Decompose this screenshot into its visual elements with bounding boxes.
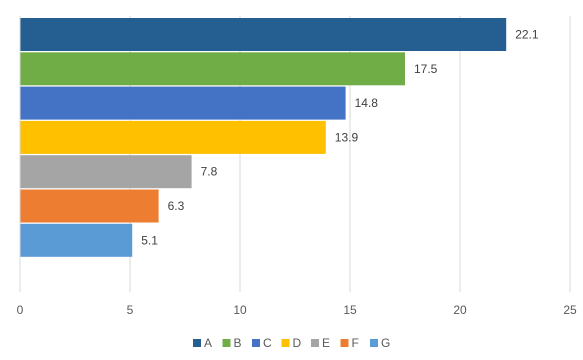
data-label-f: 6.3 <box>168 199 185 213</box>
legend-swatch-f <box>340 339 349 347</box>
legend-swatch-e <box>311 339 319 347</box>
legend-label-g: G <box>381 336 390 350</box>
data-label-d: 13.9 <box>335 130 359 144</box>
bar-f <box>20 189 159 223</box>
legend-label-b: B <box>234 336 242 350</box>
data-label-g: 5.1 <box>141 233 158 247</box>
x-tick-label: 5 <box>127 303 134 317</box>
legend-swatch-d <box>281 339 290 347</box>
legend-swatch-b <box>222 339 231 347</box>
legend: A B C D E F G <box>193 336 390 350</box>
bars <box>20 18 507 257</box>
x-tick-label: 0 <box>17 303 24 317</box>
x-tick-label: 15 <box>343 303 357 317</box>
bar-e <box>20 155 192 189</box>
legend-swatch-a <box>193 339 201 347</box>
legend-label-a: A <box>204 336 212 350</box>
bar-d <box>20 120 326 154</box>
bar-g <box>20 223 133 257</box>
data-label-e: 7.8 <box>201 165 218 179</box>
bar-a <box>20 18 507 51</box>
legend-label-e: E <box>322 336 330 350</box>
data-label-c: 14.8 <box>355 96 379 110</box>
legend-label-c: C <box>263 336 272 350</box>
x-tick-label: 10 <box>233 303 247 317</box>
legend-swatch-c <box>252 339 260 347</box>
legend-swatch-g <box>370 339 378 347</box>
x-axis-tick-labels: 0 5 10 15 20 25 <box>17 303 577 317</box>
x-tick-label: 20 <box>453 303 467 317</box>
bar-c <box>20 86 346 120</box>
data-labels: 22.1 17.5 14.8 13.9 7.8 6.3 5.1 <box>141 28 539 248</box>
data-label-b: 17.5 <box>414 62 438 76</box>
legend-label-d: D <box>293 336 302 350</box>
legend-label-f: F <box>352 336 359 350</box>
data-label-a: 22.1 <box>515 28 539 42</box>
x-tick-label: 25 <box>563 303 577 317</box>
bar-b <box>20 52 405 86</box>
